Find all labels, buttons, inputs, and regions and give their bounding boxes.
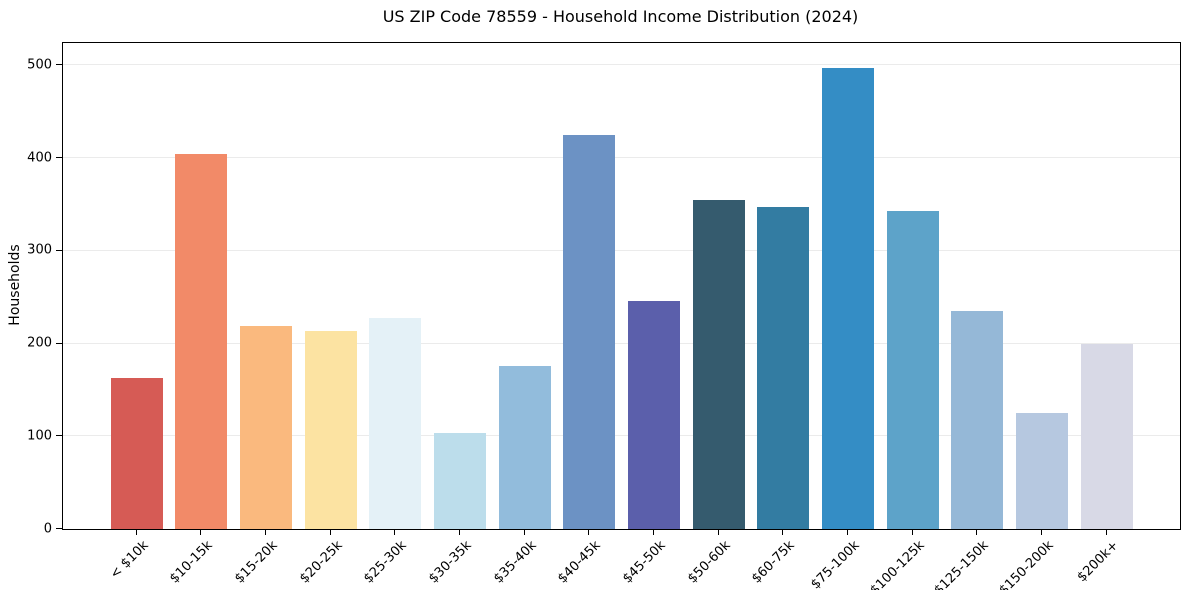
- bar-$15-20k: [239, 325, 292, 529]
- bar-$25-30k: [369, 318, 422, 529]
- bar-$200k+: [1080, 343, 1133, 529]
- x-tick-mark: [1040, 529, 1042, 535]
- bar-$40-45k: [563, 134, 616, 529]
- x-tick-mark: [846, 529, 848, 535]
- x-tick-mark: [329, 529, 331, 535]
- gridline-400: [63, 157, 1180, 159]
- y-tick-mark-500: [56, 64, 62, 66]
- x-tick-label-$150-200k: $150-200k: [996, 538, 1057, 590]
- x-tick-mark: [911, 529, 913, 535]
- x-tick-mark: [135, 529, 137, 535]
- x-tick-mark: [1105, 529, 1107, 535]
- x-tick-mark: [976, 529, 978, 535]
- x-tick-label-< $10k: < $10k: [107, 538, 152, 583]
- gridline-200: [63, 342, 1180, 344]
- y-tick-mark-100: [56, 435, 62, 437]
- y-tick-label-400: 400: [27, 150, 52, 165]
- bar-< $10k: [110, 377, 163, 529]
- x-tick-label-$100-125k: $100-125k: [866, 538, 928, 590]
- x-tick-mark: [652, 529, 654, 535]
- x-tick-mark: [782, 529, 784, 535]
- gridline-500: [63, 64, 1180, 66]
- x-tick-mark: [523, 529, 525, 535]
- y-tick-label-0: 0: [43, 521, 52, 536]
- bar-$45-50k: [627, 300, 680, 529]
- x-tick-label-$45-50k: $45-50k: [619, 538, 669, 587]
- x-tick-label-$60-75k: $60-75k: [749, 538, 798, 587]
- bar-$20-25k: [304, 331, 357, 529]
- x-tick-label-$75-100k: $75-100k: [808, 538, 863, 590]
- y-tick-mark-300: [56, 249, 62, 251]
- chart-title: US ZIP Code 78559 - Household Income Dis…: [382, 7, 859, 26]
- x-tick-label-$15-20k: $15-20k: [231, 538, 281, 587]
- y-tick-label-300: 300: [27, 242, 52, 258]
- x-tick-label-$200k+: $200k+: [1074, 538, 1122, 586]
- x-tick-mark: [394, 529, 396, 535]
- x-tick-label-$10-15k: $10-15k: [167, 538, 216, 587]
- bar-$150-200k: [1015, 413, 1068, 529]
- bar-$50-60k: [692, 199, 745, 529]
- bar-$35-40k: [498, 365, 551, 529]
- x-tick-label-$20-25k: $20-25k: [296, 538, 346, 587]
- x-tick-label-$125-150k: $125-150k: [931, 538, 992, 590]
- gridline-100: [63, 435, 1180, 437]
- x-tick-label-$50-60k: $50-60k: [684, 538, 734, 587]
- bar-$100-125k: [886, 210, 939, 529]
- y-tick-label-500: 500: [27, 57, 52, 73]
- gridline-300: [63, 249, 1180, 251]
- bar-$125-150k: [951, 311, 1004, 529]
- x-tick-mark: [588, 529, 590, 535]
- x-tick-mark: [264, 529, 266, 535]
- y-tick-label-100: 100: [27, 428, 52, 444]
- x-tick-label-$30-35k: $30-35k: [425, 538, 475, 587]
- plot-area: [62, 42, 1181, 530]
- y-tick-mark-400: [56, 157, 62, 158]
- x-tick-label-$35-40k: $35-40k: [490, 538, 540, 587]
- bar-$10-15k: [175, 154, 228, 529]
- x-tick-mark: [200, 529, 202, 535]
- x-tick-label-$25-30k: $25-30k: [361, 538, 410, 587]
- bar-$60-75k: [757, 207, 810, 529]
- x-tick-mark: [717, 529, 719, 535]
- y-tick-label-200: 200: [27, 335, 52, 351]
- y-tick-mark-200: [56, 342, 62, 344]
- bar-$30-35k: [433, 433, 486, 529]
- y-tick-mark-0: [56, 528, 62, 529]
- x-tick-label-$40-45k: $40-45k: [555, 538, 604, 587]
- bar-$75-100k: [821, 68, 874, 529]
- x-tick-mark: [458, 529, 460, 535]
